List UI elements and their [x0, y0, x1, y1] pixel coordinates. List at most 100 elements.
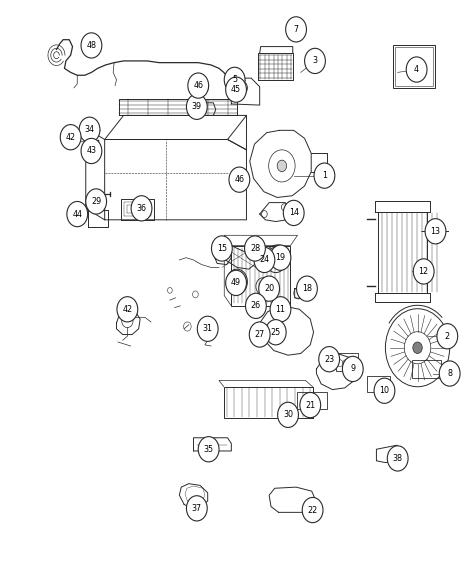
Circle shape	[385, 309, 450, 387]
Text: 7: 7	[293, 25, 299, 34]
Text: 18: 18	[302, 284, 312, 293]
Circle shape	[413, 342, 422, 354]
Text: 20: 20	[264, 284, 274, 293]
Text: 12: 12	[419, 267, 429, 276]
Circle shape	[319, 347, 339, 372]
Text: 34: 34	[84, 125, 94, 134]
Circle shape	[387, 446, 408, 471]
Text: 42: 42	[122, 305, 132, 314]
Circle shape	[197, 316, 218, 342]
Text: 13: 13	[430, 227, 440, 236]
Text: 35: 35	[203, 444, 214, 454]
Circle shape	[67, 201, 88, 227]
Text: 23: 23	[324, 355, 334, 364]
Circle shape	[439, 361, 460, 386]
Circle shape	[277, 160, 287, 171]
Circle shape	[81, 139, 102, 164]
Circle shape	[131, 196, 152, 221]
Circle shape	[404, 332, 431, 364]
Text: 29: 29	[91, 197, 101, 206]
Circle shape	[254, 247, 275, 273]
Text: 26: 26	[251, 301, 261, 310]
Text: 8: 8	[447, 369, 452, 378]
Text: 10: 10	[380, 386, 390, 395]
Circle shape	[117, 297, 138, 322]
Text: 46: 46	[193, 81, 203, 90]
Circle shape	[226, 77, 246, 102]
Text: 21: 21	[305, 401, 315, 409]
Circle shape	[198, 436, 219, 462]
Text: 24: 24	[259, 255, 270, 264]
Circle shape	[413, 259, 434, 284]
Circle shape	[186, 94, 207, 120]
Circle shape	[300, 393, 320, 417]
Circle shape	[314, 163, 335, 188]
Circle shape	[199, 81, 209, 93]
Circle shape	[224, 67, 245, 93]
Bar	[367, 376, 390, 392]
Text: 36: 36	[137, 204, 146, 213]
Circle shape	[302, 497, 323, 523]
Circle shape	[256, 278, 270, 295]
Circle shape	[227, 269, 247, 294]
Text: 39: 39	[192, 102, 202, 112]
Text: 48: 48	[86, 41, 96, 50]
Circle shape	[270, 245, 291, 270]
Text: 49: 49	[231, 278, 241, 288]
Circle shape	[437, 324, 458, 349]
Text: 43: 43	[86, 147, 96, 155]
Circle shape	[81, 33, 102, 58]
Circle shape	[265, 320, 286, 345]
Text: 9: 9	[350, 365, 356, 373]
Text: 38: 38	[392, 454, 403, 463]
Circle shape	[342, 356, 363, 382]
Text: 11: 11	[275, 305, 285, 314]
Bar	[231, 246, 291, 306]
Text: 25: 25	[271, 328, 281, 337]
Bar	[412, 360, 441, 378]
Text: 37: 37	[192, 504, 202, 513]
Text: 2: 2	[445, 332, 450, 341]
Text: 27: 27	[255, 330, 265, 339]
Text: 31: 31	[203, 324, 213, 333]
Bar	[224, 387, 313, 418]
Text: 30: 30	[283, 411, 293, 419]
Text: 14: 14	[289, 208, 299, 217]
Circle shape	[270, 297, 291, 322]
Bar	[378, 212, 428, 293]
Circle shape	[245, 236, 265, 261]
Bar	[298, 392, 327, 409]
Text: 46: 46	[234, 175, 245, 184]
Circle shape	[286, 17, 307, 42]
Text: 5: 5	[232, 75, 237, 85]
Text: 28: 28	[250, 244, 260, 253]
Circle shape	[211, 236, 232, 261]
Text: 42: 42	[65, 133, 76, 141]
Text: 45: 45	[231, 85, 241, 94]
Circle shape	[188, 73, 209, 98]
Circle shape	[305, 48, 325, 74]
Circle shape	[79, 117, 100, 143]
Circle shape	[278, 402, 299, 427]
Text: 15: 15	[217, 244, 227, 253]
Text: 44: 44	[72, 209, 82, 218]
Circle shape	[374, 378, 395, 404]
Circle shape	[282, 204, 287, 210]
Circle shape	[246, 293, 266, 319]
Circle shape	[297, 276, 318, 301]
Text: 22: 22	[308, 505, 318, 515]
Bar	[336, 354, 357, 371]
Circle shape	[262, 210, 267, 217]
Circle shape	[406, 57, 427, 82]
Circle shape	[425, 218, 446, 244]
Bar	[395, 47, 433, 86]
Circle shape	[236, 81, 247, 95]
Circle shape	[249, 322, 270, 347]
Circle shape	[86, 189, 107, 214]
Bar	[393, 45, 436, 88]
Circle shape	[186, 496, 207, 521]
Circle shape	[229, 167, 250, 192]
Text: 3: 3	[312, 56, 318, 66]
Text: 19: 19	[275, 253, 285, 262]
Text: 4: 4	[414, 65, 419, 74]
